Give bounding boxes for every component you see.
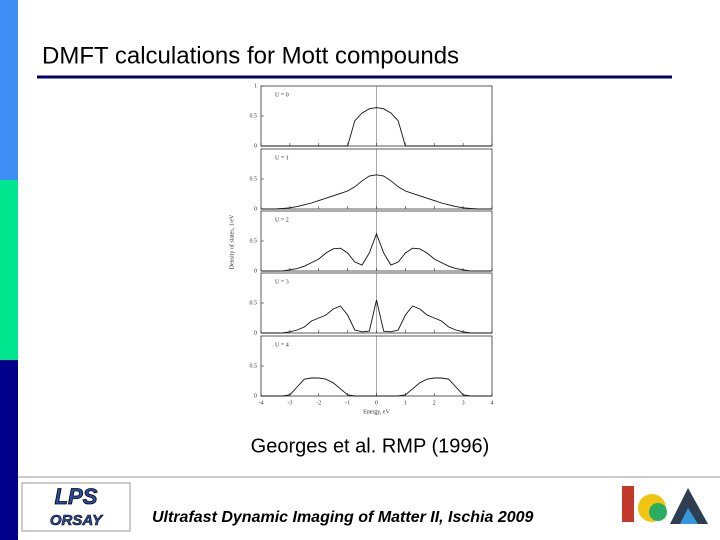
side-bar-blue <box>0 0 18 180</box>
dos-curve <box>261 107 492 147</box>
y-tick-label: 0 <box>254 393 257 399</box>
y-tick-label: 0.5 <box>250 238 258 244</box>
y-tick-label: 0 <box>254 268 257 274</box>
x-axis-label: Energy, eV <box>363 409 390 415</box>
side-bar-green <box>0 180 18 360</box>
dos-curve <box>261 377 492 397</box>
x-tick-label: 2 <box>433 400 436 406</box>
x-tick-label: 0 <box>375 400 378 406</box>
panel-label: U = 4 <box>275 342 289 348</box>
slide-title: DMFT calculations for Mott compounds <box>42 42 459 69</box>
panel-label: U = 2 <box>275 217 289 223</box>
x-tick-label: -4 <box>259 400 264 406</box>
dos-curve <box>261 299 492 334</box>
x-tick-label: -1 <box>345 400 350 406</box>
figure: U = 0 0 0.5 1 U = 1 0 0.5 U = 2 0 0.5 U = 3 0 0.5 U =… <box>228 83 493 415</box>
footer-text: Ultrafast Dynamic Imaging of Matter II, … <box>152 509 534 526</box>
side-bar-navy <box>0 360 18 540</box>
logo-shape <box>649 503 667 521</box>
x-tick-label: -2 <box>316 400 321 406</box>
y-tick-label: 0 <box>254 143 257 149</box>
logo-text: LPS <box>55 484 98 509</box>
y-axis-label: Density of states, 1/eV <box>228 214 235 269</box>
logo-left: LPS ORSAY <box>21 482 131 532</box>
logo-right <box>622 486 708 524</box>
x-tick-label: 4 <box>491 400 494 406</box>
y-tick-label: 1 <box>254 83 257 89</box>
panel-label: U = 1 <box>275 155 289 161</box>
logo-text: ORSAY <box>50 512 104 529</box>
panel-label: U = 3 <box>275 279 289 285</box>
y-tick-label: 0.5 <box>250 300 258 306</box>
logo-shape <box>680 508 698 524</box>
dos-curve <box>261 232 492 272</box>
dos-curve <box>261 174 492 210</box>
y-tick-label: 0 <box>254 206 257 212</box>
x-tick-label: -3 <box>287 400 292 406</box>
logo-frame <box>21 482 131 532</box>
logo-shape <box>622 486 634 522</box>
y-tick-label: 0 <box>254 330 257 336</box>
y-tick-label: 0.5 <box>250 176 258 182</box>
y-tick-label: 0.5 <box>250 113 258 119</box>
x-tick-label: 3 <box>462 400 465 406</box>
x-tick-label: 1 <box>404 400 407 406</box>
citation: Georges et al. RMP (1996) <box>251 435 490 457</box>
panel-label: U = 0 <box>275 92 289 98</box>
logo-shape <box>670 488 708 524</box>
y-tick-label: 0.5 <box>250 363 258 369</box>
